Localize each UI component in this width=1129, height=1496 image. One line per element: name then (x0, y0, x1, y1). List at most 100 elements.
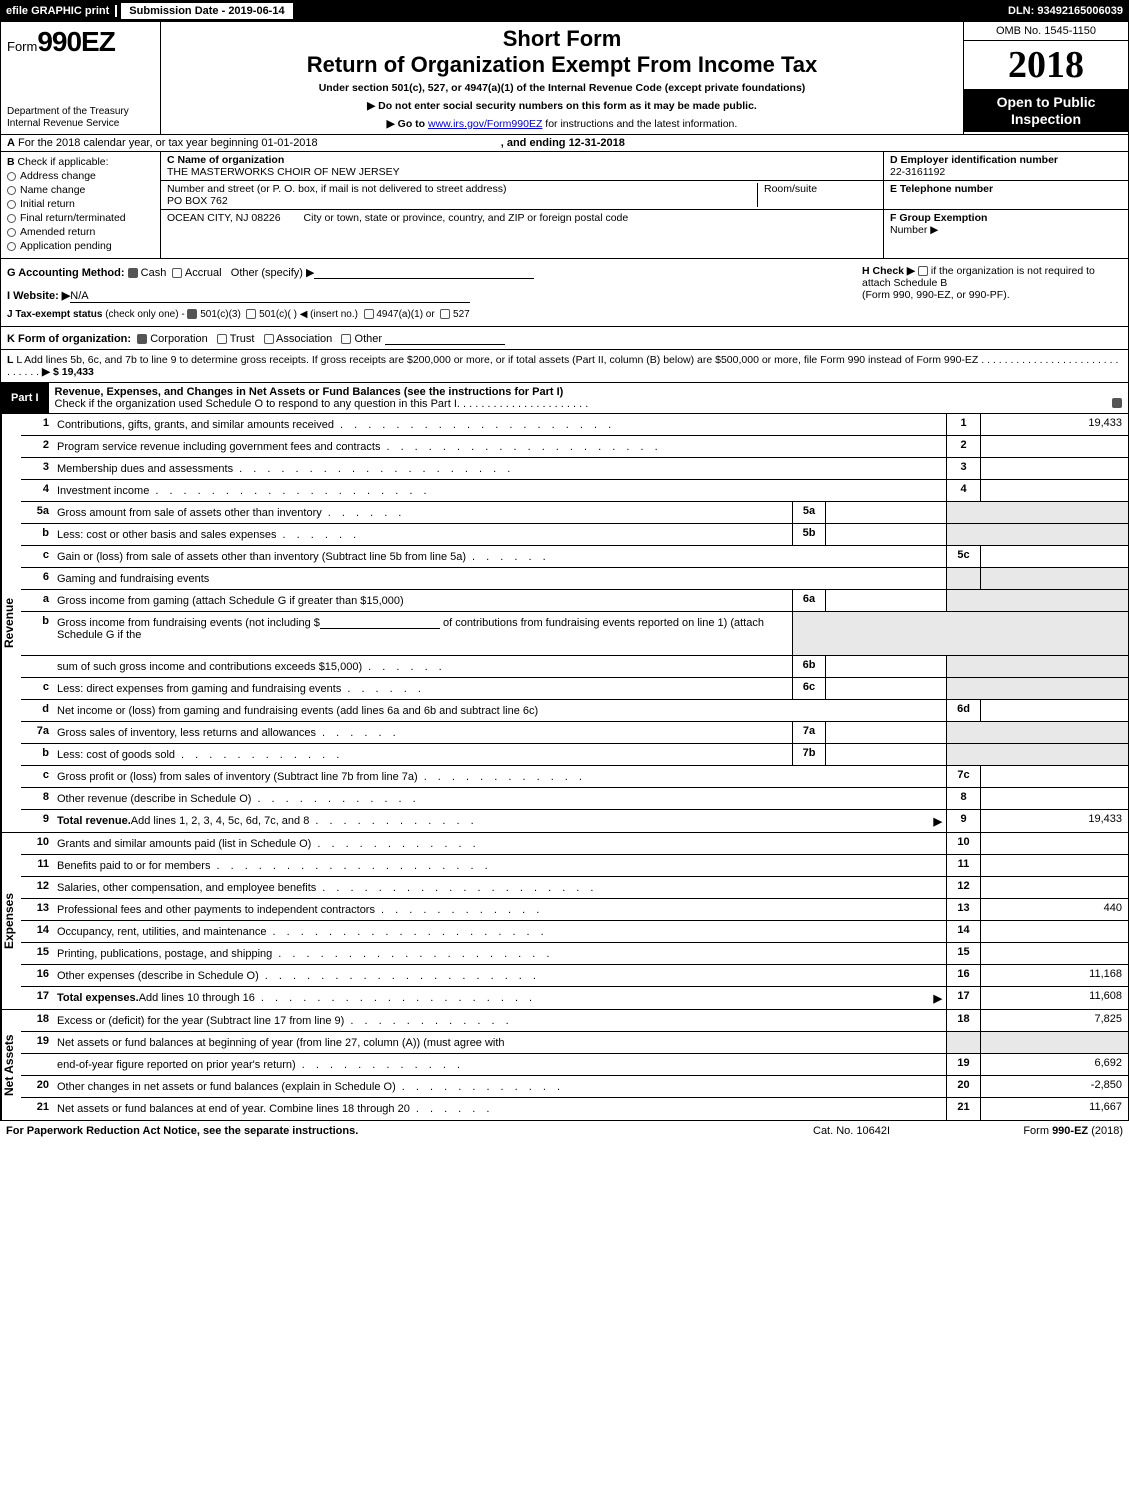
amt-8 (980, 788, 1128, 809)
header-right: OMB No. 1545-1150 2018 Open to Public In… (963, 22, 1128, 134)
line-6c: cLess: direct expenses from gaming and f… (21, 678, 1128, 700)
checkbox-h[interactable] (918, 266, 928, 276)
row-l: L L Add lines 5b, 6c, and 7b to line 9 t… (0, 350, 1129, 383)
f-label2: Number ▶ (890, 224, 1122, 236)
h-row: H Check ▶ if the organization is not req… (862, 265, 1122, 320)
short-form-title: Short Form (167, 26, 957, 52)
amt-5c (980, 546, 1128, 567)
part-desc: Revenue, Expenses, and Changes in Net As… (49, 383, 1128, 413)
net-assets-section: Net Assets 18Excess or (deficit) for the… (0, 1010, 1129, 1121)
section-b: B Check if applicable: Address change Na… (1, 152, 161, 258)
checkbox-501c3[interactable] (187, 309, 197, 319)
top-bar: efile GRAPHIC print Submission Date - 20… (0, 0, 1129, 22)
expenses-vtab: Expenses (1, 833, 21, 1009)
l-amount: ▶ $ 19,433 (42, 366, 94, 378)
dln: DLN: 93492165006039 (1008, 5, 1129, 17)
goto-link[interactable]: www.irs.gov/Form990EZ (428, 118, 542, 130)
goto-suffix: for instructions and the latest informat… (542, 118, 737, 130)
line-5b: bLess: cost or other basis and sales exp… (21, 524, 1128, 546)
check-application-pending[interactable]: Application pending (7, 240, 154, 252)
i-label: I Website: ▶ (7, 290, 70, 302)
line-21: 21Net assets or fund balances at end of … (21, 1098, 1128, 1120)
line-6b-2: sum of such gross income and contributio… (21, 656, 1128, 678)
line-10: 10Grants and similar amounts paid (list … (21, 833, 1128, 855)
e-row: E Telephone number (884, 181, 1128, 210)
checkbox-other[interactable] (341, 334, 351, 344)
checkbox-accrual[interactable] (172, 268, 182, 278)
check-initial-return[interactable]: Initial return (7, 198, 154, 210)
radio-icon (7, 172, 16, 181)
check-name-change[interactable]: Name change (7, 184, 154, 196)
line-14: 14Occupancy, rent, utilities, and mainte… (21, 921, 1128, 943)
amt-18: 7,825 (980, 1010, 1128, 1031)
footer-right: Form 990-EZ (2018) (973, 1125, 1123, 1137)
amt-13: 440 (980, 899, 1128, 920)
submission-date: Submission Date - 2019-06-14 (121, 3, 292, 19)
amt-12 (980, 877, 1128, 898)
amt-15 (980, 943, 1128, 964)
open-public: Open to Public Inspection (964, 90, 1128, 132)
label-a: A (7, 137, 15, 149)
page-footer: For Paperwork Reduction Act Notice, see … (0, 1121, 1129, 1141)
amt-17: 11,608 (980, 987, 1128, 1009)
checkbox-schedule-o[interactable] (1112, 398, 1122, 408)
header-left: Form990EZ Department of the Treasury Int… (1, 22, 161, 134)
line-6a: aGross income from gaming (attach Schedu… (21, 590, 1128, 612)
revenue-lines: 1Contributions, gifts, grants, and simil… (21, 414, 1128, 832)
line-12: 12Salaries, other compensation, and empl… (21, 877, 1128, 899)
line-5a: 5aGross amount from sale of assets other… (21, 502, 1128, 524)
checkbox-trust[interactable] (217, 334, 227, 344)
line-1: 1Contributions, gifts, grants, and simil… (21, 414, 1128, 436)
f-label: F Group Exemption (890, 212, 987, 224)
checkbox-assoc[interactable] (264, 334, 274, 344)
noentry: ▶ Do not enter social security numbers o… (167, 100, 957, 112)
open-line2: Inspection (968, 111, 1124, 128)
address-row: Number and street (or P. O. box, if mail… (161, 181, 883, 210)
line-6d: dNet income or (loss) from gaming and fu… (21, 700, 1128, 722)
city-label: City or town, state or province, country… (304, 212, 629, 224)
website-value: N/A (70, 290, 88, 302)
checkbox-527[interactable] (440, 309, 450, 319)
block-ghij: G Accounting Method: Cash Accrual Other … (0, 259, 1129, 327)
city: OCEAN CITY, NJ 08226 (167, 212, 281, 224)
line-9: 9Total revenue. Total revenue. Add lines… (21, 810, 1128, 832)
line-4: 4Investment income. . . . . . . . . . . … (21, 480, 1128, 502)
line-3: 3Membership dues and assessments. . . . … (21, 458, 1128, 480)
amt-20: -2,850 (980, 1076, 1128, 1097)
line-5c: cGain or (loss) from sale of assets othe… (21, 546, 1128, 568)
checkbox-cash[interactable] (128, 268, 138, 278)
d-label: D Employer identification number (890, 154, 1122, 166)
amt-7c (980, 766, 1128, 787)
line-13: 13Professional fees and other payments t… (21, 899, 1128, 921)
addr-label: Number and street (or P. O. box, if mail… (167, 183, 757, 195)
line-20: 20Other changes in net assets or fund ba… (21, 1076, 1128, 1098)
return-title: Return of Organization Exempt From Incom… (167, 52, 957, 78)
org-name-row: C Name of organization THE MASTERWORKS C… (161, 152, 883, 181)
radio-icon (7, 228, 16, 237)
goto: ▶ Go to www.irs.gov/Form990EZ for instru… (167, 118, 957, 130)
row-a-ending: , and ending 12-31-2018 (501, 137, 625, 149)
section-def: D Employer identification number 22-3161… (883, 152, 1128, 258)
amt-16: 11,168 (980, 965, 1128, 986)
dept-line1: Department of the Treasury (7, 106, 154, 118)
part-label: Part I (1, 389, 49, 407)
check-address-change[interactable]: Address change (7, 170, 154, 182)
other-org-input[interactable] (385, 331, 505, 345)
checkbox-corp[interactable] (137, 334, 147, 344)
c-label: C Name of organization (167, 154, 400, 166)
footer-left: For Paperwork Reduction Act Notice, see … (6, 1125, 813, 1137)
check-final-return[interactable]: Final return/terminated (7, 212, 154, 224)
fundraising-amount-input[interactable] (320, 615, 440, 629)
checkbox-501c[interactable] (246, 309, 256, 319)
line-19b: end-of-year figure reported on prior yea… (21, 1054, 1128, 1076)
amt-2 (980, 436, 1128, 457)
g-label: G Accounting Method: (7, 267, 125, 279)
other-specify-input[interactable] (314, 265, 534, 279)
check-amended-return[interactable]: Amended return (7, 226, 154, 238)
room-suite: Room/suite (757, 183, 877, 207)
e-label: E Telephone number (890, 183, 1122, 195)
amt-19: 6,692 (980, 1054, 1128, 1075)
amt-9: 19,433 (980, 810, 1128, 832)
amt-3 (980, 458, 1128, 479)
checkbox-4947[interactable] (364, 309, 374, 319)
